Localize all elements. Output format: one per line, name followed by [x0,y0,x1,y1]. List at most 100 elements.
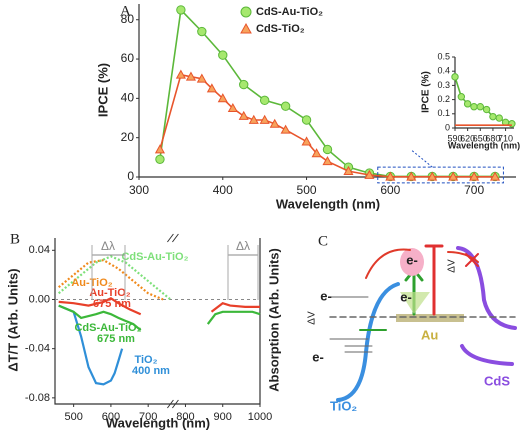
x-tick-label: 590 [447,133,462,143]
x-tick-label: 800 [176,411,194,423]
marker [427,171,438,181]
marker [469,171,480,181]
annotation: 400 nm [132,365,170,377]
marker [269,118,280,128]
annotation: 675 nm [97,333,135,345]
marker [448,171,459,181]
y-tick-label: 80 [121,12,135,26]
marker [259,95,270,106]
marker [280,101,291,111]
marker [175,69,186,79]
marker [463,100,472,108]
marker [259,114,270,124]
marker [217,93,228,103]
marker [176,5,186,15]
x-tick-label: 300 [129,183,149,197]
marker [322,156,333,166]
series-line [58,304,261,332]
y-tick-label: 0.04 [29,244,50,256]
y2-axis-label: Absorption (Arb. Units) [266,248,281,392]
marker [406,171,417,181]
y-tick-label: 0.1 [437,108,450,118]
annotation: CdS-Au-TiO₂ [74,322,141,334]
annotation: CdS-Au-TiO₂ [121,251,188,263]
panel-label: B [10,231,20,247]
axis-break [167,233,179,409]
marker [489,112,497,121]
y-tick-label: 40 [121,91,135,105]
inset-bg [455,55,518,128]
x-tick-label: 400 [213,183,233,197]
band-diagram [329,244,517,402]
marker [196,73,207,83]
y-axis-label: IPCE (%) [421,71,432,113]
x-tick-label: 500 [64,411,82,423]
marker [197,26,207,37]
marker [206,83,217,93]
marker [185,71,196,81]
series-line [58,297,260,316]
marker [470,103,478,111]
y-axis-label: IPCE (%) [95,63,110,117]
marker [154,144,165,154]
marker [482,105,491,114]
x-tick-label: 680 [485,133,500,143]
annotation: TiO₂ [134,354,157,366]
annotation: Δλ [236,239,250,253]
axes [54,238,261,405]
marker [490,171,501,181]
y-tick-label: 0 [445,122,450,132]
marker [155,154,165,165]
x-tick-label: 900 [214,411,232,423]
x-tick-label: 700 [464,183,484,197]
x-tick-label: 710 [498,133,513,143]
delta-v-label: ΔV [447,259,458,273]
y-tick-label: 0.5 [437,51,450,61]
legend-marker [240,6,252,18]
marker [280,124,291,134]
marker [364,169,375,179]
delta-v-label: ΔV [307,311,318,325]
annotation: Δλ [101,239,115,253]
marker [385,171,396,181]
marker [218,50,228,60]
x-tick-label: 500 [297,183,317,197]
annotation: 675 nm [93,298,131,310]
y-tick-label: -0.04 [25,343,50,355]
x-tick-label: 600 [102,411,120,423]
y-tick-label: 0.2 [437,94,450,104]
y-tick-label: 0.4 [437,66,450,76]
y-tick-label: 0.3 [437,80,450,90]
tio2-label: TiO₂ [330,398,357,413]
x-tick-label: 1000 [248,411,272,423]
panel-label: C [318,233,328,249]
electron-label: e- [312,349,324,364]
series-line [58,304,124,386]
marker [248,114,259,124]
y-axis-label: ΔT/T (Arb. Units) [5,268,20,371]
marker [343,165,354,175]
zoom-arrow [410,149,433,168]
legend-marker [240,22,252,34]
x-tick-label: 650 [473,133,488,143]
annotation: Au-TiO₂ [89,287,130,299]
marker [238,110,249,120]
y-tick-label: -0.08 [25,392,50,404]
legend-label: CdS-Au-TiO₂ [256,6,323,18]
electron-label: e- [320,288,332,303]
marker [322,144,333,155]
marker [301,115,312,125]
au-label: Au [421,327,438,342]
panel-label: A [120,3,131,19]
marker [301,136,312,146]
marker [227,102,238,113]
marker [495,114,503,122]
marker [457,93,466,101]
zoom-box [377,166,504,184]
electron-label: e- [400,289,412,304]
x-tick-label: 620 [460,133,475,143]
x-tick-label: 600 [380,183,400,197]
y-tick-label: 0 [127,169,134,183]
